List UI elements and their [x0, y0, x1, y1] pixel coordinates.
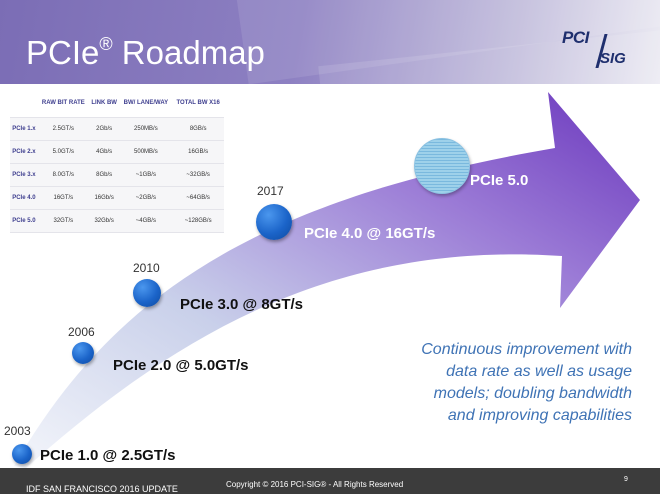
- table-cell: 32GT/s: [37, 209, 89, 233]
- milestone-label-pcie2: PCIe 2.0 @ 5.0GT/s: [113, 357, 249, 374]
- pcie5-disc: [414, 138, 470, 194]
- table-cell: ~64GB/s: [172, 186, 224, 210]
- slide-title: PCIe® Roadmap: [26, 34, 265, 71]
- table-cell: 250MB/s: [119, 117, 173, 141]
- table-row: PCIe 1.x 2.5GT/s 2Gb/s 250MB/s 8GB/s: [10, 117, 224, 141]
- note-line: Continuous improvement with: [421, 341, 632, 358]
- note-line: models; doubling bandwidth: [433, 385, 632, 402]
- logo-sig-text: SIG: [600, 50, 626, 67]
- note-line: and improving capabilities: [447, 407, 632, 424]
- table-cell: 8Gb/s: [88, 163, 120, 187]
- spec-table-header: BW/ LANE/WAY: [119, 89, 173, 118]
- table-cell: PCIe 1.x: [10, 117, 38, 141]
- spec-table-header: TOTAL BW X16: [172, 89, 224, 118]
- table-cell: 8GB/s: [172, 117, 224, 141]
- table-row: PCIe 4.0 16GT/s 16Gb/s ~2GB/s ~64GB/s: [10, 186, 224, 210]
- table-cell: 4Gb/s: [88, 140, 120, 164]
- table-cell: 8.0GT/s: [37, 163, 89, 187]
- table-cell: PCIe 5.0: [10, 209, 38, 233]
- milestone-label-pcie4: PCIe 4.0 @ 16GT/s: [304, 225, 436, 242]
- year-label-2003: 2003: [4, 424, 31, 438]
- milestone-label-pcie5: PCIe 5.0: [470, 172, 529, 189]
- note-line: data rate as well as usage: [446, 363, 632, 380]
- spec-table: RAW BIT RATE LINK BW BW/ LANE/WAY TOTAL …: [10, 89, 224, 233]
- header-banner: [0, 0, 660, 84]
- milestone-dot: [133, 279, 161, 307]
- spec-table-header-row: RAW BIT RATE LINK BW BW/ LANE/WAY TOTAL …: [10, 89, 224, 118]
- footer-copyright: Copyright © 2016 PCI-SIG® - All Rights R…: [226, 480, 404, 489]
- year-label-2006: 2006: [68, 325, 95, 339]
- milestone-dot: [12, 444, 32, 464]
- year-label-2010: 2010: [133, 261, 160, 275]
- table-row: PCIe 5.0 32GT/s 32Gb/s ~4GB/s ~128GB/s: [10, 209, 224, 233]
- table-cell: 16GT/s: [37, 186, 89, 210]
- milestone-dot: [256, 204, 292, 240]
- footer-event: IDF SAN FRANCISCO 2016 UPDATE: [26, 484, 178, 494]
- arrow-shape: [14, 92, 640, 468]
- table-cell: 16Gb/s: [88, 186, 120, 210]
- table-cell: 500MB/s: [119, 140, 173, 164]
- table-row: PCIe 2.x 5.0GT/s 4Gb/s 500MB/s 16GB/s: [10, 140, 224, 164]
- table-cell: ~2GB/s: [119, 186, 173, 210]
- table-cell: ~4GB/s: [119, 209, 173, 233]
- spec-table-header: LINK BW: [88, 89, 120, 118]
- page-number: 9: [624, 476, 628, 483]
- table-cell: PCIe 3.x: [10, 163, 38, 187]
- table-cell: ~128GB/s: [172, 209, 224, 233]
- milestone-label-pcie1: PCIe 1.0 @ 2.5GT/s: [40, 447, 176, 464]
- table-row: PCIe 3.x 8.0GT/s 8Gb/s ~1GB/s ~32GB/s: [10, 163, 224, 187]
- table-cell: PCIe 4.0: [10, 186, 38, 210]
- spec-table-header: [10, 89, 38, 118]
- table-cell: 2.5GT/s: [37, 117, 89, 141]
- logo-pci-text: PCI: [562, 28, 589, 47]
- table-cell: 2Gb/s: [88, 117, 120, 141]
- year-label-2017: 2017: [257, 184, 284, 198]
- milestone-dot: [72, 342, 94, 364]
- table-cell: ~1GB/s: [119, 163, 173, 187]
- table-cell: ~32GB/s: [172, 163, 224, 187]
- table-cell: 5.0GT/s: [37, 140, 89, 164]
- table-cell: 32Gb/s: [88, 209, 120, 233]
- table-cell: PCIe 2.x: [10, 140, 38, 164]
- pci-sig-logo: PCI SIG: [562, 28, 650, 76]
- spec-table-header: RAW BIT RATE: [37, 89, 89, 118]
- improvement-note: Continuous improvement with data rate as…: [360, 339, 632, 427]
- table-cell: 16GB/s: [172, 140, 224, 164]
- milestone-label-pcie3: PCIe 3.0 @ 8GT/s: [180, 296, 304, 313]
- footer-bar: [0, 468, 660, 494]
